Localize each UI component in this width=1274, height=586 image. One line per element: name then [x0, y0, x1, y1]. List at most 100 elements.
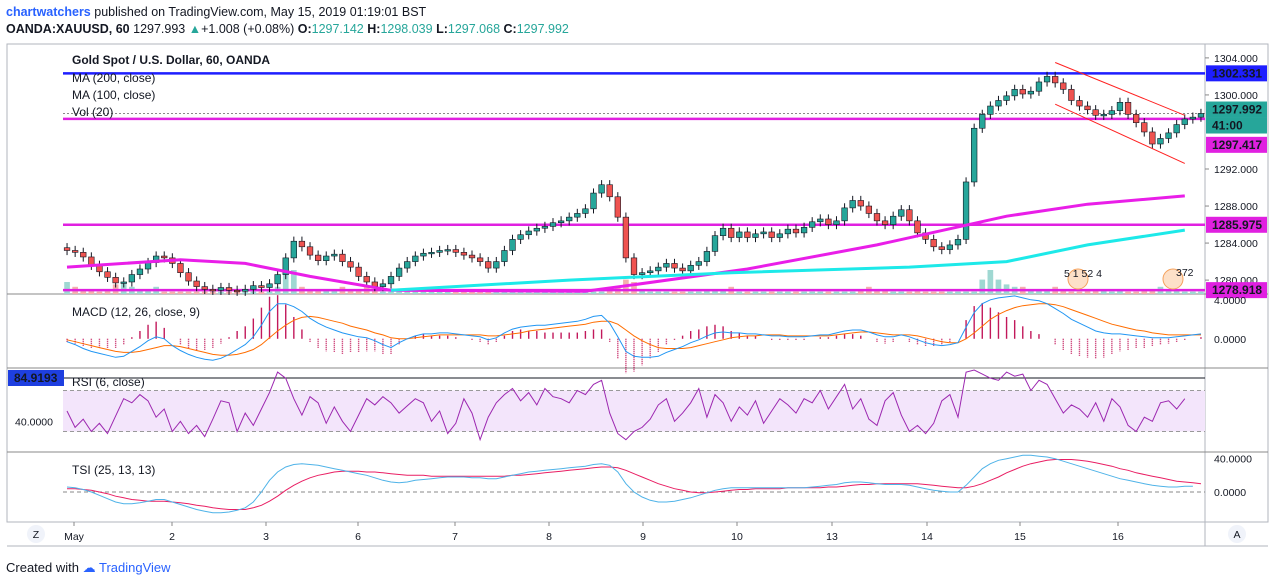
candle-body: [630, 257, 638, 275]
volume-bar: [955, 291, 961, 294]
chart-canvas[interactable]: 1304.000 1300.000 1292.000 1288.000 1284.000…: [0, 0, 1274, 560]
volume-bar: [663, 291, 670, 294]
candle-body: [606, 184, 613, 198]
volume-bar: [1165, 289, 1172, 294]
candle-body: [671, 263, 678, 269]
volume-bar: [793, 291, 799, 294]
candle-body: [509, 239, 516, 251]
volume-bar: [307, 289, 313, 294]
volume-bar: [282, 272, 289, 294]
candle-body: [557, 220, 565, 224]
candle-body: [201, 286, 208, 290]
candle-body: [655, 266, 662, 272]
open-label: O:: [297, 22, 312, 36]
volume-bar: [258, 291, 265, 294]
tradingview-logo[interactable]: ☁ TradingView: [82, 560, 171, 575]
price-label-text: 41:00: [1212, 119, 1243, 133]
change-value: +1.008 (+0.08%): [201, 22, 295, 36]
candle-body: [1068, 89, 1075, 101]
indicator-legend-item: MA (200, close): [72, 71, 155, 85]
candle-body: [930, 239, 937, 248]
volume-bar: [104, 289, 111, 294]
volume-bar: [452, 291, 459, 294]
auto-scale-button[interactable]: A: [1233, 529, 1240, 541]
volume-bar: [849, 291, 856, 294]
zoom-button[interactable]: Z: [33, 529, 40, 541]
candle-body: [1052, 76, 1059, 84]
volume-bar: [582, 291, 589, 294]
candle-body: [549, 222, 557, 227]
candle-body: [331, 253, 338, 257]
volume-bar: [428, 291, 435, 294]
volume-bar: [533, 291, 540, 294]
rsi-line: [66, 369, 1186, 442]
candle-body: [452, 249, 459, 253]
candle-body: [1011, 89, 1018, 97]
price-tick-label: 1304.000: [1214, 53, 1258, 65]
volume-bar: [695, 291, 702, 294]
candle-body: [938, 246, 945, 250]
economic-event-icon: [1162, 268, 1184, 290]
volume-bar: [1068, 291, 1075, 294]
candle-body: [582, 208, 589, 214]
volume-bar: [1149, 289, 1156, 294]
candle-body: [347, 261, 354, 268]
volume-bar: [736, 291, 743, 294]
publisher-username[interactable]: chartwatchers: [6, 5, 91, 19]
candle-body: [995, 100, 1002, 107]
time-tick-label: 3: [263, 531, 269, 543]
volume-bar: [631, 282, 637, 294]
candle-body: [817, 218, 824, 223]
volume-bar: [485, 291, 492, 294]
time-tick-label: 10: [731, 531, 743, 543]
candle-body: [962, 181, 970, 240]
candle-body: [420, 252, 427, 257]
publish-info: published on TradingView.com, May 15, 20…: [90, 5, 427, 19]
candle-body: [695, 261, 702, 266]
candle-body: [971, 127, 978, 183]
time-tick-label: 9: [640, 531, 646, 543]
footer-created: Created with: [6, 560, 79, 575]
candle-body: [954, 239, 962, 246]
volume-bar: [1036, 289, 1042, 294]
volume-bar: [979, 279, 986, 294]
price-label-badge: [1206, 101, 1267, 118]
candle-body: [193, 280, 200, 287]
candle-body: [1157, 138, 1164, 145]
candle-body: [468, 254, 476, 259]
candle-body: [979, 114, 986, 129]
candle-body: [460, 252, 468, 256]
volume-bar: [963, 291, 969, 294]
volume-bar: [1028, 289, 1034, 294]
candle-body: [161, 255, 168, 259]
candle-body: [80, 252, 87, 258]
candle-body: [242, 289, 249, 292]
candle-body: [857, 200, 864, 207]
tsi-signal-line: [67, 459, 1202, 510]
volume-bar: [825, 291, 832, 294]
volume-bar: [1133, 291, 1139, 294]
candle-body: [225, 287, 233, 291]
price-label-badge: [1206, 65, 1267, 82]
time-tick-label: 14: [921, 531, 933, 543]
volume-bar: [882, 289, 888, 294]
candle-body: [946, 244, 954, 250]
volume-bar: [1181, 291, 1188, 294]
price-label-text: 1285.975: [1212, 218, 1262, 232]
ma100-line: [390, 228, 1186, 292]
candle-body: [258, 285, 265, 288]
volume-bar: [574, 291, 581, 294]
candle-body: [760, 231, 767, 235]
candle-body: [890, 215, 897, 225]
candle-body: [1165, 132, 1172, 139]
price-label-badge: [1206, 216, 1267, 233]
volume-bar: [1084, 289, 1091, 294]
price-label-text: 1302.331: [1212, 66, 1262, 80]
volume-bar: [971, 291, 978, 294]
volume-bar: [371, 289, 378, 294]
rsi-band-fill: [63, 390, 1205, 432]
candle-body: [1060, 82, 1067, 90]
candle-body: [825, 218, 832, 225]
price-tick-label: 1292.000: [1214, 164, 1258, 176]
tsi-tick-label: 0.0000: [1214, 487, 1246, 499]
